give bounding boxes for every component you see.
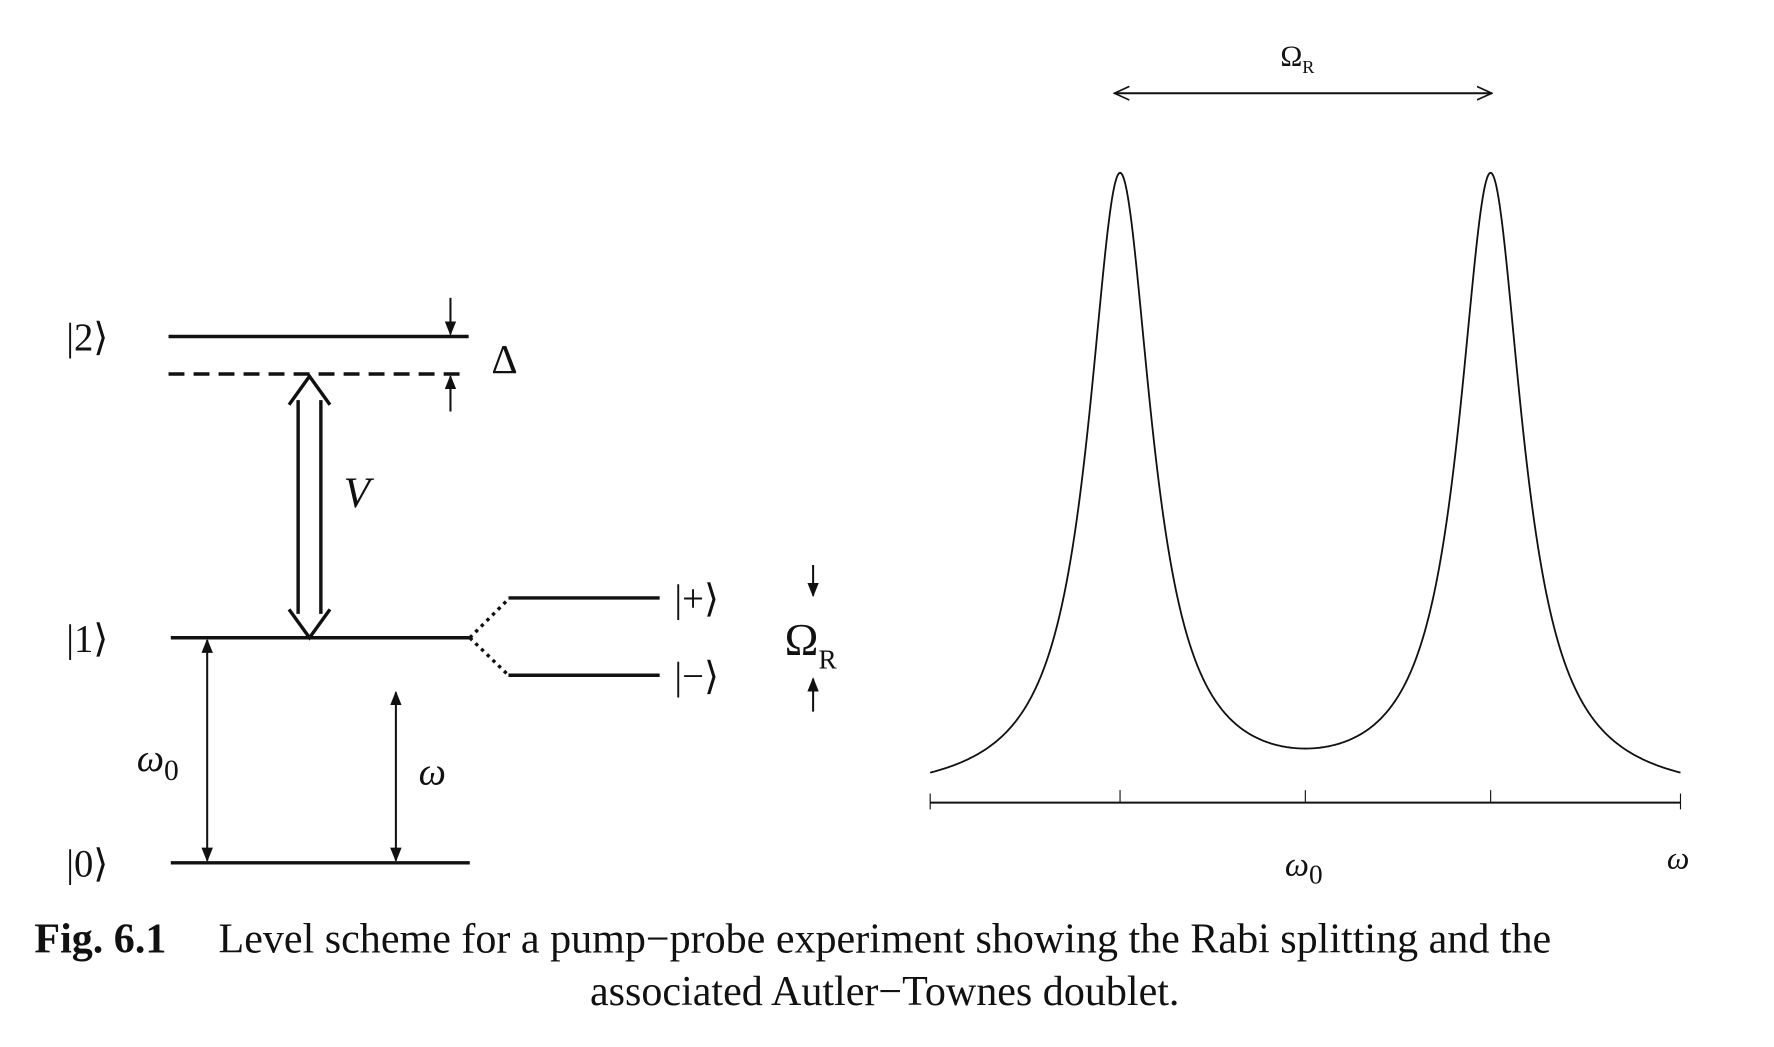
subscript: R: [1302, 57, 1315, 77]
caption: Fig. 6.1 Level scheme for a pump−probe ex…: [34, 917, 1551, 963]
symbol: Ω: [785, 614, 819, 665]
symbol: Ω: [1280, 41, 1302, 73]
level-label: |2⟩: [66, 317, 108, 359]
split-connector: [468, 597, 510, 677]
level-label: |−⟩: [674, 656, 719, 698]
level-scheme: |2⟩ |1⟩ |0⟩ |+⟩ |−⟩ Δ V ω0 ω ΩR: [66, 297, 838, 885]
coupling-arrow: [287, 373, 332, 641]
detuning-label: Δ: [491, 337, 517, 382]
subscript: 0: [1309, 859, 1323, 889]
caption-text: associated Autler−Townes doublet.: [590, 969, 1179, 1015]
splitting-label: ΩR: [1280, 41, 1315, 77]
level-label: |0⟩: [66, 843, 108, 885]
symbol: ω: [137, 738, 164, 780]
x-axis-label: ω: [1667, 841, 1689, 876]
subscript: 0: [164, 755, 179, 787]
subscript: R: [818, 644, 837, 674]
probe-label: ω: [419, 751, 446, 793]
spectrum: ΩR ω0 ω: [929, 41, 1689, 889]
spectrum-curve: [929, 171, 1681, 774]
level-label: |+⟩: [674, 579, 719, 621]
resonant-label: ω0: [137, 738, 179, 787]
center-label: ω0: [1285, 846, 1323, 889]
level-label: |1⟩: [66, 618, 108, 660]
caption-text: Level scheme for a pump−probe experiment…: [219, 917, 1552, 963]
splitting-label: ΩR: [785, 614, 838, 675]
caption-label: Fig. 6.1: [34, 917, 166, 963]
coupling-label: V: [344, 470, 375, 517]
axis-ticks: [929, 790, 1682, 810]
symbol: ω: [1285, 846, 1309, 883]
